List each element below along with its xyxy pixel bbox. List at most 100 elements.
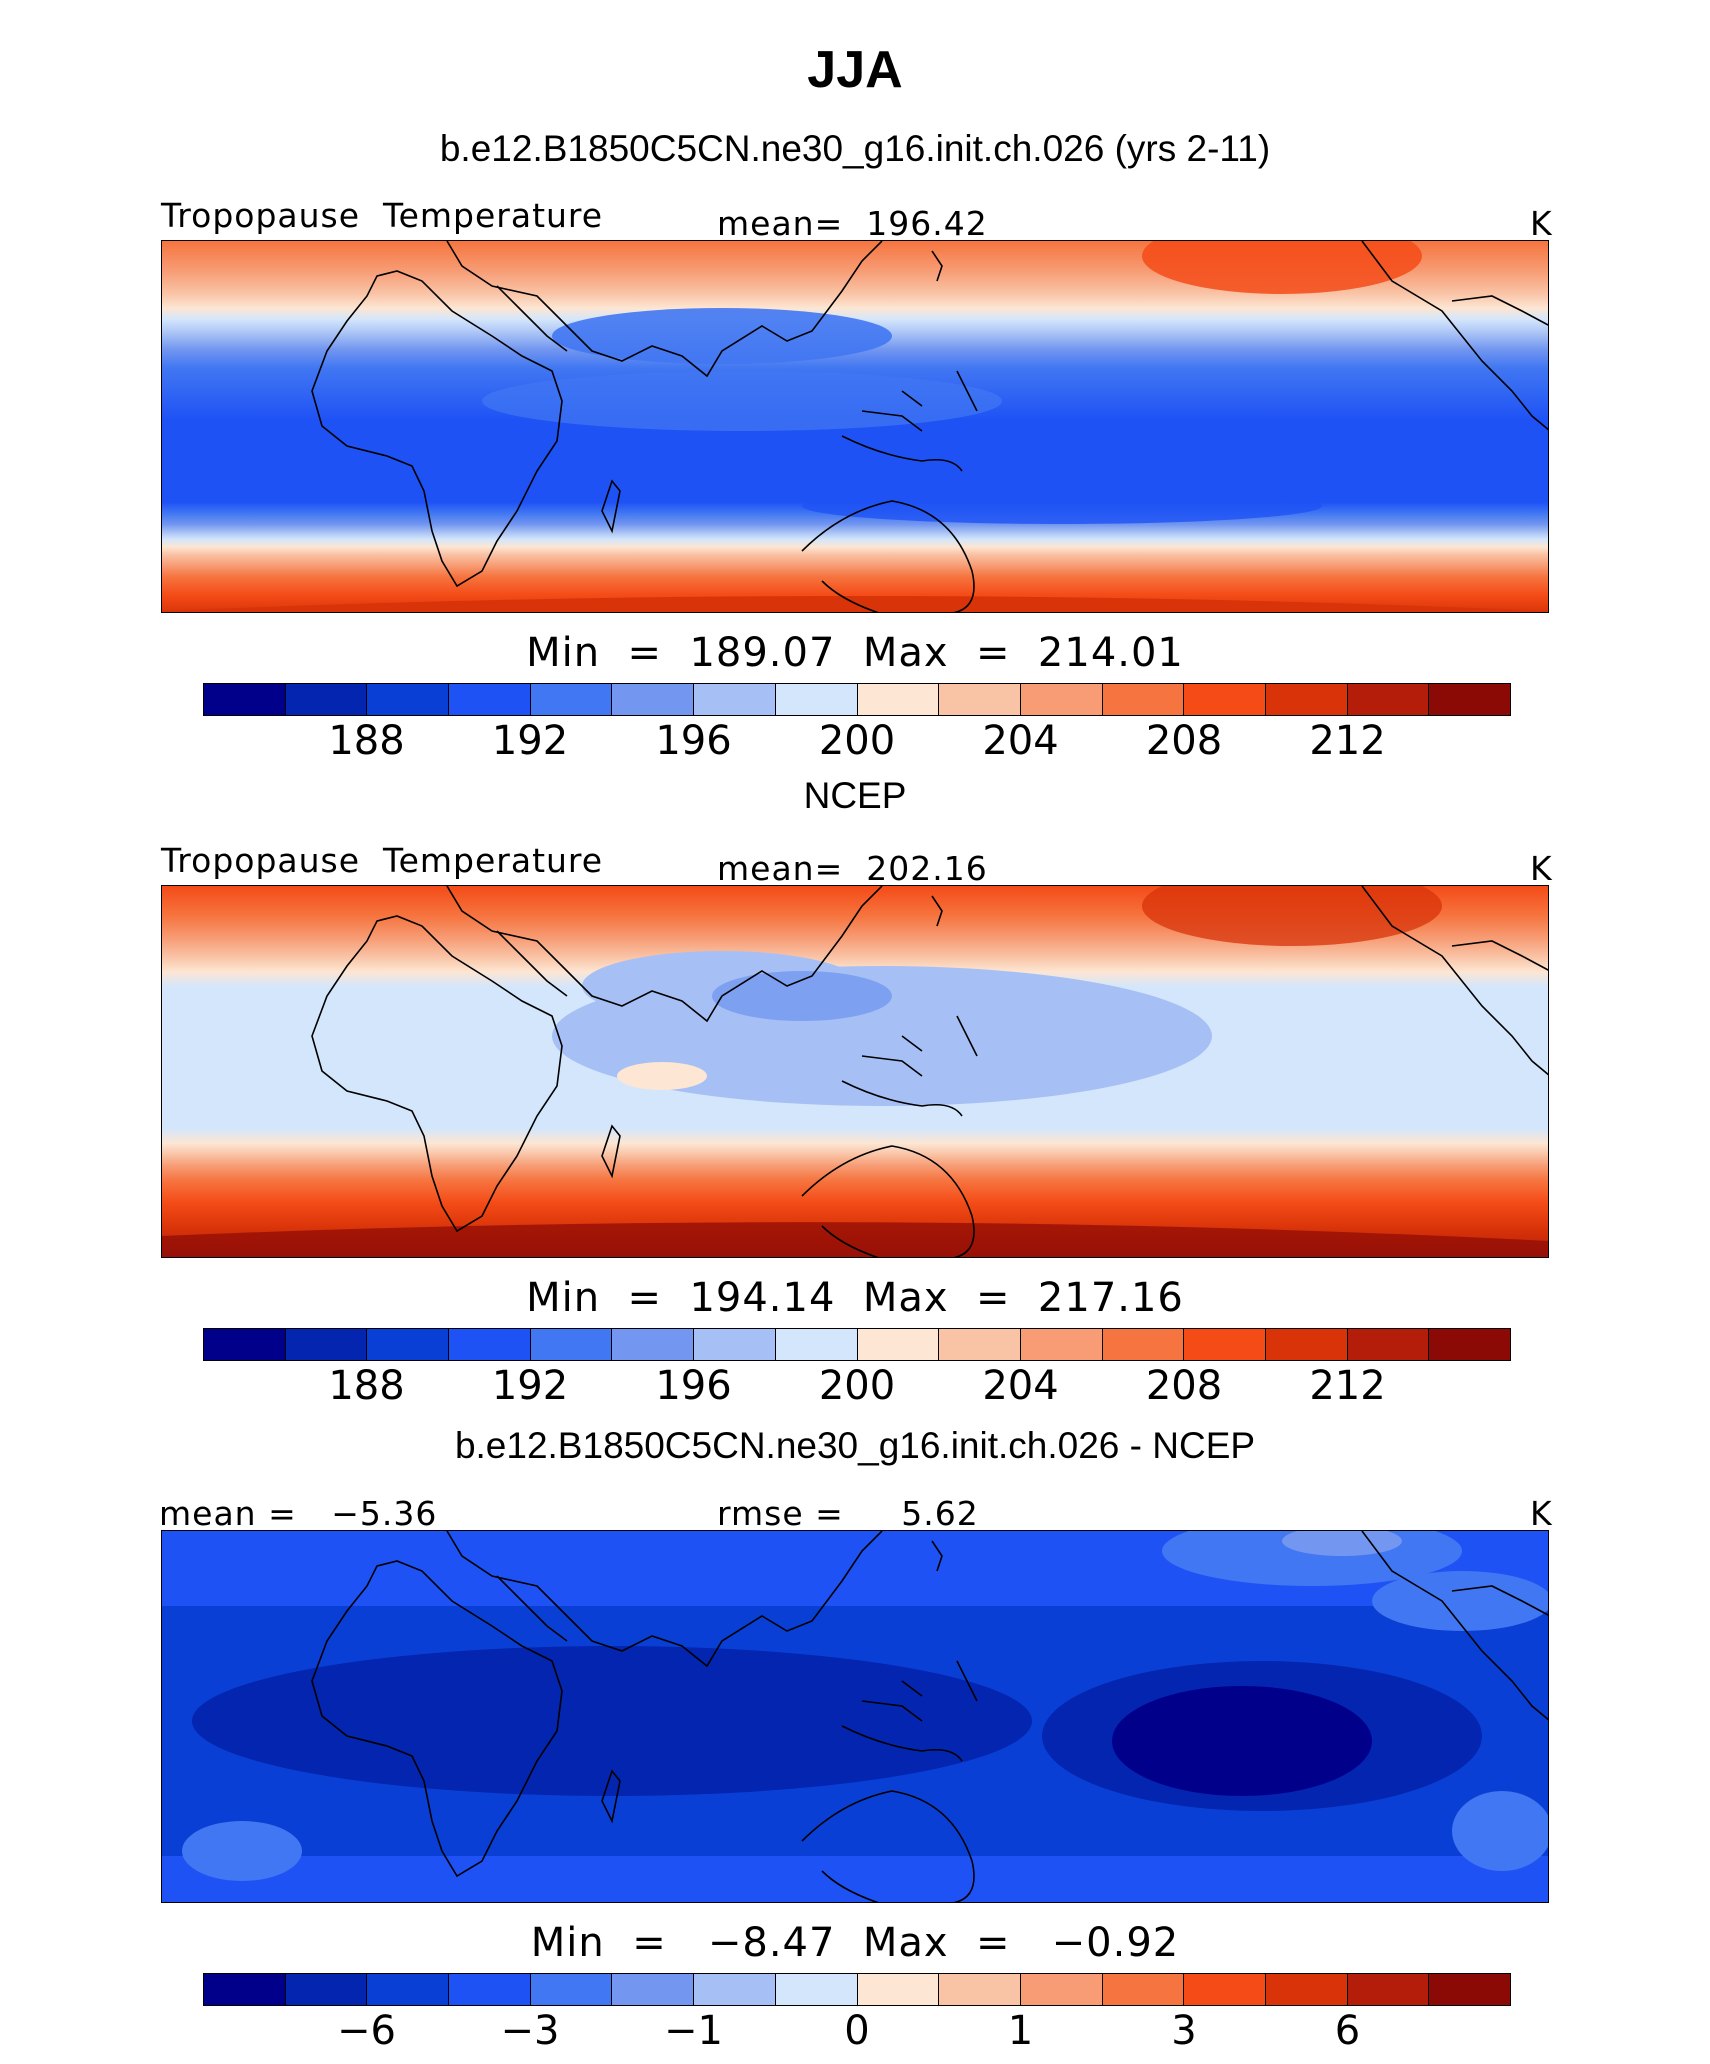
colorbar-tick-label: −1 (664, 2008, 723, 2054)
colorbar-box (204, 1329, 286, 1360)
colorbar-box (204, 684, 286, 715)
colorbar-tick-label: 188 (328, 718, 405, 764)
colorbar-box (1429, 1329, 1510, 1360)
colorbar-tick-label: 204 (982, 718, 1059, 764)
colorbar-tick-label: 192 (491, 1363, 569, 1409)
panel-1-title: b.e12.B1850C5CN.ne30_g16.init.ch.026 (yr… (439, 128, 1271, 169)
colorbar-box (694, 1974, 776, 2005)
colorbar-box (612, 684, 695, 715)
colorbar-box (1102, 1329, 1185, 1360)
panel-2-map (161, 885, 1549, 1258)
panel-2-contour-field (162, 886, 1548, 1257)
panel-3-title: b.e12.B1850C5CN.ne30_g16.init.ch.026 - N… (454, 1425, 1256, 1466)
colorbar-box (530, 684, 613, 715)
colorbar-tick-label: 204 (982, 1363, 1059, 1409)
colorbar-box (1347, 1329, 1430, 1360)
colorbar-tick-label: 192 (491, 718, 569, 764)
colorbar-tick-label: 1 (1007, 2008, 1034, 2054)
colorbar-box (1265, 1329, 1348, 1360)
colorbar-box (1265, 684, 1348, 715)
colorbar-box (857, 1974, 940, 2005)
panel-3-mean-label: mean = −5.36 (159, 1494, 438, 1533)
colorbar-box (285, 1329, 368, 1360)
colorbar-tick-label: −6 (337, 2008, 396, 2054)
panel-3-units-label: K (1530, 1494, 1553, 1533)
panel-2-title: NCEP (803, 775, 907, 816)
panel-1-colorbar-ticks: 188 192 196 200 204 208 212 (0, 718, 1710, 768)
panel-2-colorbar (203, 1328, 1511, 1361)
colorbar-box (204, 1974, 286, 2005)
panel-1-colorbar (203, 683, 1511, 716)
colorbar-tick-label: 212 (1309, 718, 1386, 764)
colorbar-tick-label: 3 (1171, 2008, 1197, 2054)
colorbar-box (367, 684, 450, 715)
panel-3-contour-field (162, 1531, 1548, 1902)
colorbar-tick-label: 208 (1145, 718, 1223, 764)
colorbar-box (612, 1329, 695, 1360)
panel-3-rmse-label: rmse = 5.62 (717, 1494, 979, 1533)
colorbar-box (1429, 1974, 1510, 2005)
colorbar-box (1265, 1974, 1348, 2005)
colorbar-box (1020, 1974, 1103, 2005)
panel-3-map (161, 1530, 1549, 1903)
panel-1-mean-label: mean= 196.42 (717, 204, 988, 243)
panel-2-coastlines (311, 886, 1548, 1257)
colorbar-tick-label: −3 (500, 2008, 560, 2054)
colorbar-box (449, 1329, 531, 1360)
colorbar-tick-label: 0 (844, 2008, 870, 2054)
colorbar-box (530, 1329, 613, 1360)
panel-1-variable-label: Tropopause Temperature (161, 196, 604, 235)
panel-2-colorbar-ticks: 188 192 196 200 204 208 212 (0, 1363, 1710, 1413)
panel-1-coastlines (311, 241, 1548, 612)
colorbar-box (530, 1974, 613, 2005)
colorbar-box (449, 1974, 531, 2005)
colorbar-box (612, 1974, 695, 2005)
colorbar-box (1102, 684, 1185, 715)
colorbar-box (775, 684, 858, 715)
panel-1-contour-field (162, 241, 1548, 612)
colorbar-box (1429, 684, 1510, 715)
colorbar-box (285, 1974, 368, 2005)
panel-3-colorbar (203, 1973, 1511, 2006)
colorbar-box (939, 684, 1021, 715)
colorbar-box (367, 1329, 450, 1360)
colorbar-tick-label: 196 (655, 1363, 732, 1409)
colorbar-tick-label: 208 (1145, 1363, 1223, 1409)
panel-1-units-label: K (1530, 204, 1553, 243)
colorbar-box (1347, 1974, 1430, 2005)
colorbar-box (285, 684, 368, 715)
colorbar-tick-label: 212 (1309, 1363, 1386, 1409)
colorbar-box (939, 1974, 1021, 2005)
colorbar-box (775, 1974, 858, 2005)
colorbar-box (1184, 684, 1266, 715)
figure-title: JJA (807, 41, 903, 99)
panel-2-mean-label: mean= 202.16 (717, 849, 988, 888)
colorbar-tick-label: 196 (655, 718, 732, 764)
colorbar-box (1347, 684, 1430, 715)
panel-1-map (161, 240, 1549, 613)
colorbar-box (857, 684, 940, 715)
panel-3-colorbar-ticks: −6 −3 −1 0 1 3 6 (0, 2008, 1710, 2058)
panel-2-variable-label: Tropopause Temperature (161, 841, 604, 880)
colorbar-box (939, 1329, 1021, 1360)
colorbar-tick-label: 188 (328, 1363, 405, 1409)
panel-1-min-max: Min = 189.07 Max = 214.01 (526, 630, 1184, 676)
colorbar-tick-label: 200 (818, 1363, 896, 1409)
colorbar-tick-label: 200 (818, 718, 896, 764)
colorbar-box (694, 684, 776, 715)
colorbar-box (1020, 684, 1103, 715)
colorbar-box (694, 1329, 776, 1360)
colorbar-box (1184, 1974, 1266, 2005)
colorbar-box (367, 1974, 450, 2005)
panel-2-min-max: Min = 194.14 Max = 217.16 (526, 1275, 1184, 1321)
colorbar-box (1184, 1329, 1266, 1360)
panel-3-coastlines (311, 1531, 1548, 1902)
colorbar-box (449, 684, 531, 715)
colorbar-box (857, 1329, 940, 1360)
colorbar-box (1020, 1329, 1103, 1360)
panel-2-units-label: K (1530, 849, 1553, 888)
panel-3-min-max: Min = −8.47 Max = −0.92 (530, 1920, 1180, 1966)
colorbar-box (775, 1329, 858, 1360)
colorbar-tick-label: 6 (1334, 2008, 1361, 2054)
colorbar-box (1102, 1974, 1185, 2005)
